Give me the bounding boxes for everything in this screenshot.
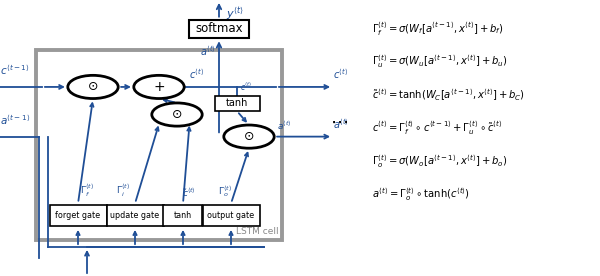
Text: update gate: update gate (110, 211, 160, 220)
Text: $\odot$: $\odot$ (244, 130, 254, 143)
Text: $c^{\langle t-1\rangle}$: $c^{\langle t-1\rangle}$ (0, 63, 29, 77)
Text: $\Gamma_f^{\langle t\rangle} = \sigma(W_f[a^{\langle t-1\rangle},x^{\langle t\ra: $\Gamma_f^{\langle t\rangle} = \sigma(W_… (372, 20, 504, 38)
Text: $y^{\langle t\rangle}$: $y^{\langle t\rangle}$ (226, 6, 244, 23)
Text: $\odot$: $\odot$ (172, 108, 182, 121)
Text: $+$: $+$ (153, 80, 165, 94)
Text: $a^{\langle t-1\rangle}$: $a^{\langle t-1\rangle}$ (0, 113, 30, 127)
Bar (163, 205, 202, 226)
Text: $c^{\langle t\rangle}$: $c^{\langle t\rangle}$ (189, 68, 204, 81)
Circle shape (224, 125, 274, 148)
Text: $\Gamma_o^{\langle t\rangle}$: $\Gamma_o^{\langle t\rangle}$ (218, 184, 232, 199)
Bar (203, 205, 260, 226)
Text: $a^{\langle t\rangle}$: $a^{\langle t\rangle}$ (277, 119, 292, 132)
Text: $\odot$: $\odot$ (88, 80, 98, 94)
Text: tanh: tanh (174, 211, 192, 220)
Text: $\Gamma_f^{\langle t\rangle}$: $\Gamma_f^{\langle t\rangle}$ (80, 183, 94, 199)
Text: $a^{\langle t\rangle}$: $a^{\langle t\rangle}$ (200, 44, 216, 58)
Text: output gate: output gate (208, 211, 254, 220)
Text: $c^{\langle t\rangle}$: $c^{\langle t\rangle}$ (240, 81, 253, 93)
Circle shape (68, 75, 118, 99)
Text: $\Gamma_u^{\langle t\rangle} = \sigma(W_u[a^{\langle t-1\rangle},x^{\langle t\ra: $\Gamma_u^{\langle t\rangle} = \sigma(W_… (372, 54, 508, 70)
Text: $\Gamma_o^{\langle t\rangle} = \sigma(W_o[a^{\langle t-1\rangle},x^{\langle t\ra: $\Gamma_o^{\langle t\rangle} = \sigma(W_… (372, 153, 508, 170)
Text: $c^{\langle t\rangle} = \Gamma_f^{\langle t\rangle} \circ c^{\langle t-1\rangle}: $c^{\langle t\rangle} = \Gamma_f^{\langl… (372, 120, 502, 137)
Text: $a^{\langle t\rangle}$: $a^{\langle t\rangle}$ (333, 117, 349, 131)
Bar (215, 96, 260, 111)
Text: tanh: tanh (226, 99, 248, 108)
Text: $\cdots$: $\cdots$ (330, 112, 348, 131)
Text: softmax: softmax (195, 22, 243, 36)
Text: $\tilde{c}^{\langle t\rangle} = \tanh(W_C[a^{\langle t-1\rangle},x^{\langle t\ra: $\tilde{c}^{\langle t\rangle} = \tanh(W_… (372, 87, 525, 103)
Text: $\Gamma_i^{\langle t\rangle}$: $\Gamma_i^{\langle t\rangle}$ (116, 183, 130, 199)
Circle shape (152, 103, 202, 126)
Text: $\tilde{c}^{\langle t\rangle}$: $\tilde{c}^{\langle t\rangle}$ (182, 187, 196, 199)
Bar (107, 205, 163, 226)
Text: forget gate: forget gate (55, 211, 101, 220)
Bar (49, 205, 107, 226)
Circle shape (134, 75, 184, 99)
Text: LSTM cell: LSTM cell (236, 227, 279, 236)
Bar (189, 20, 249, 38)
Text: $a^{\langle t\rangle} = \Gamma_o^{\langle t\rangle} \circ \tanh(c^{\langle t\ran: $a^{\langle t\rangle} = \Gamma_o^{\langl… (372, 186, 470, 203)
Text: $c^{\langle t\rangle}$: $c^{\langle t\rangle}$ (333, 68, 348, 81)
